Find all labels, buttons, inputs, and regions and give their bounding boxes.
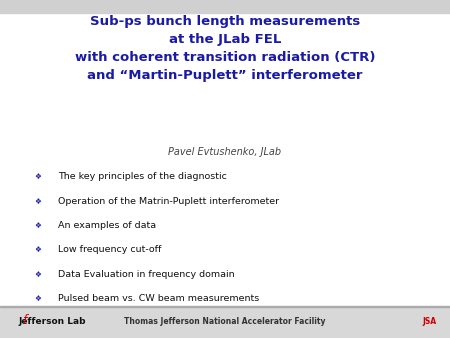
Text: Pavel Evtushenko, JLab: Pavel Evtushenko, JLab — [168, 147, 282, 157]
Text: Thomas Jefferson National Accelerator Facility: Thomas Jefferson National Accelerator Fa… — [124, 317, 326, 326]
Text: ❖: ❖ — [35, 245, 42, 255]
Text: ❖: ❖ — [35, 172, 42, 182]
Bar — [0, 307, 450, 338]
Text: Jefferson Lab: Jefferson Lab — [18, 317, 86, 326]
Text: Data Evaluation in frequency domain: Data Evaluation in frequency domain — [58, 270, 235, 279]
Text: An examples of data: An examples of data — [58, 221, 157, 230]
Text: ❖: ❖ — [35, 270, 42, 279]
Text: Low frequency cut-off: Low frequency cut-off — [58, 245, 162, 255]
Text: ❖: ❖ — [35, 197, 42, 206]
Text: JSA: JSA — [423, 317, 437, 326]
Text: ❖: ❖ — [35, 294, 42, 303]
Text: Pulsed beam vs. CW beam measurements: Pulsed beam vs. CW beam measurements — [58, 294, 260, 303]
Text: Operation of the Matrin-Puplett interferometer: Operation of the Matrin-Puplett interfer… — [58, 197, 279, 206]
Text: ❖: ❖ — [35, 221, 42, 230]
Text: Sub-ps bunch length measurements
at the JLab FEL
with coherent transition radiat: Sub-ps bunch length measurements at the … — [75, 15, 375, 82]
Text: The key principles of the diagnostic: The key principles of the diagnostic — [58, 172, 227, 182]
Bar — [0, 306, 450, 307]
Bar — [0, 0, 450, 13]
Text: f: f — [22, 314, 27, 327]
